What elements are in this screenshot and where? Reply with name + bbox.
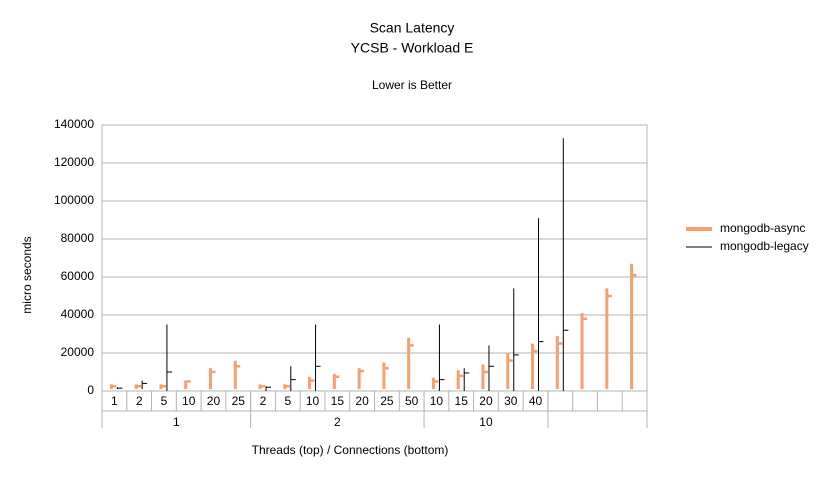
x-tick-label: 50 xyxy=(405,394,419,408)
x-tick-label: 2 xyxy=(136,394,143,408)
x-tick-label: 10 xyxy=(306,394,320,408)
y-tick-label: 60000 xyxy=(61,269,95,283)
group-label: 1 xyxy=(173,415,180,429)
x-tick-label: 25 xyxy=(232,394,246,408)
y-tick-label: 120000 xyxy=(54,155,94,169)
x-tick-label: 15 xyxy=(455,394,469,408)
chart-title: Scan Latency xyxy=(370,20,455,36)
x-tick-label: 20 xyxy=(479,394,493,408)
x-tick-label: 5 xyxy=(284,394,291,408)
legend-label: mongodb-async xyxy=(720,221,805,235)
legend-label: mongodb-legacy xyxy=(720,239,809,253)
x-tick-label: 20 xyxy=(207,394,221,408)
group-label: 10 xyxy=(479,415,493,429)
x-tick-label: 1 xyxy=(111,394,118,408)
x-tick-label: 10 xyxy=(430,394,444,408)
y-axis-label: micro seconds xyxy=(20,236,34,313)
plot-frame xyxy=(101,124,648,392)
x-tick-label: 20 xyxy=(355,394,369,408)
x-tick-label: 25 xyxy=(380,394,394,408)
y-tick-label: 40000 xyxy=(61,307,95,321)
x-tick-label: 2 xyxy=(260,394,267,408)
x-tick-label: 10 xyxy=(182,394,196,408)
annotation: Lower is Better xyxy=(372,78,452,92)
y-tick-label: 20000 xyxy=(61,345,95,359)
y-tick-label: 100000 xyxy=(54,193,94,207)
y-tick-label: 80000 xyxy=(61,231,95,245)
chart-subtitle: YCSB - Workload E xyxy=(351,40,474,56)
y-tick-label: 140000 xyxy=(54,117,94,131)
y-tick-label: 0 xyxy=(87,383,94,397)
x-tick-label: 30 xyxy=(504,394,518,408)
x-tick-label: 15 xyxy=(331,394,345,408)
x-axis-label: Threads (top) / Connections (bottom) xyxy=(252,443,449,457)
x-tick-label: 5 xyxy=(161,394,168,408)
group-label: 2 xyxy=(334,415,341,429)
x-tick-label: 40 xyxy=(529,394,543,408)
